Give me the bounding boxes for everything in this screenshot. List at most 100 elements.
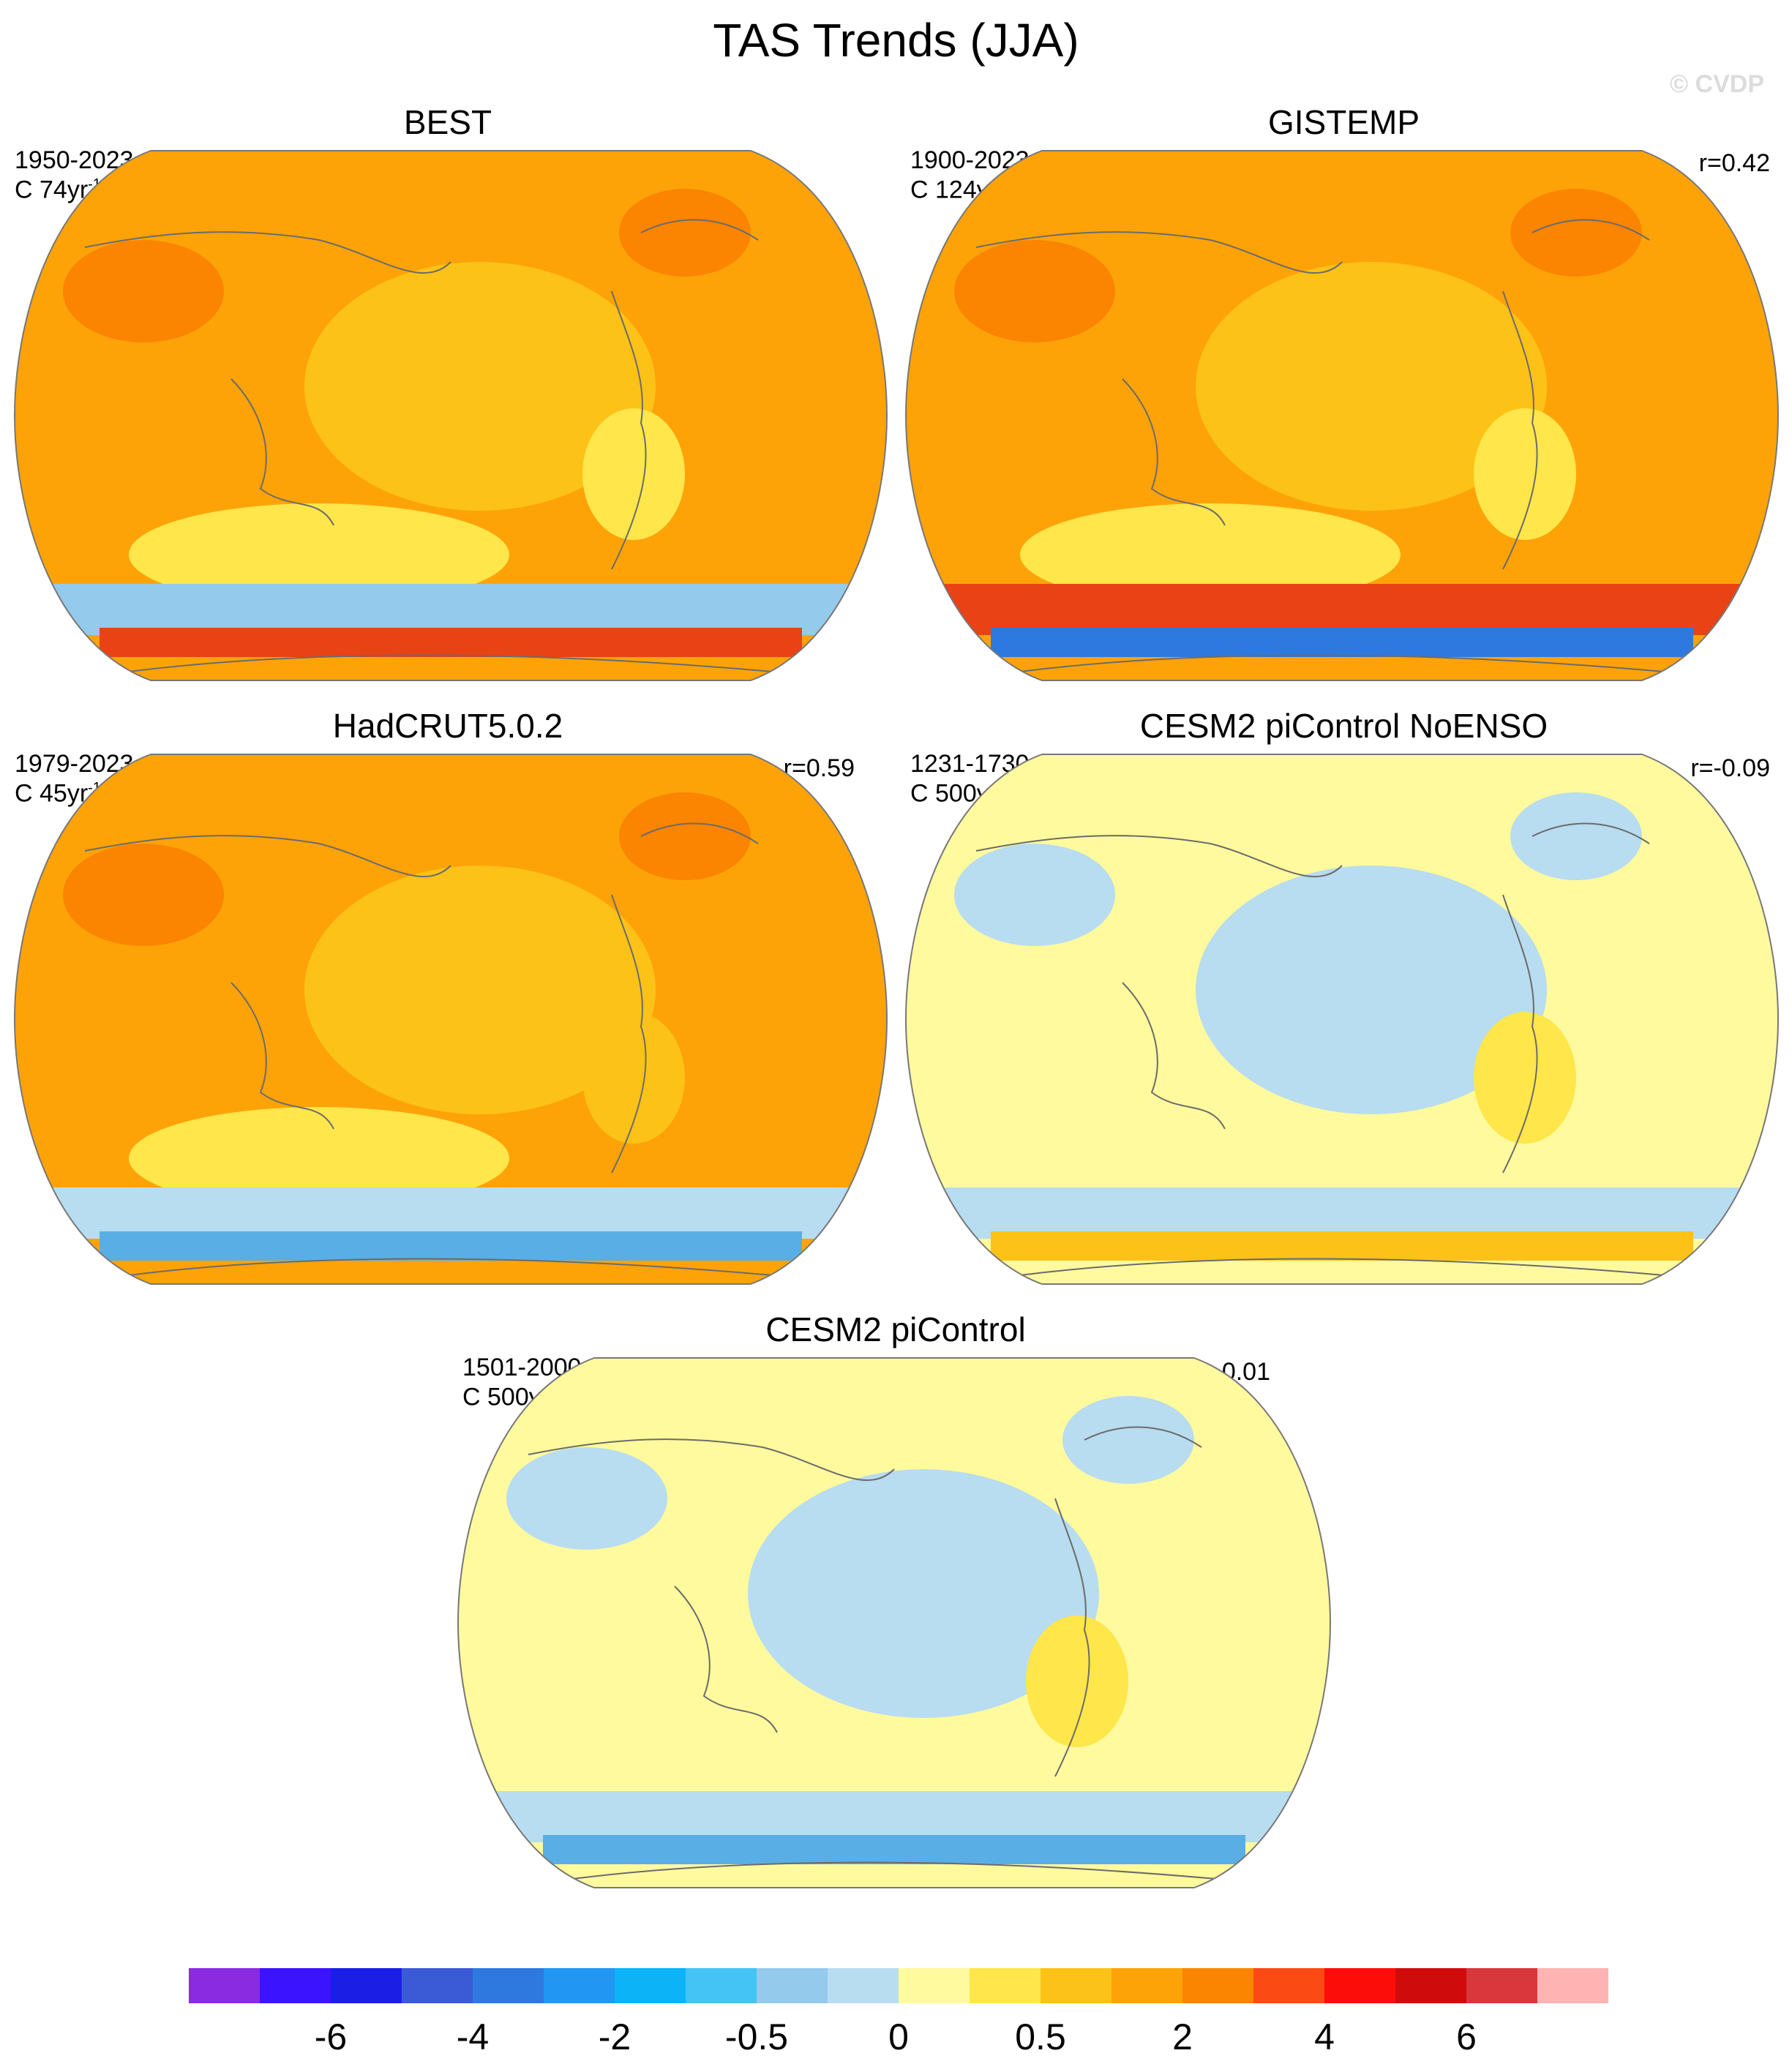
colorbar-swatch (1253, 1968, 1324, 2003)
panel-title: CESM2 piControl NoENSO (1139, 707, 1548, 745)
colorbar-swatch (473, 1968, 544, 2003)
pacific-region (1196, 866, 1547, 1114)
colorbar-tick-label: -4 (456, 2016, 490, 2057)
north-atlantic-region (1062, 1396, 1194, 1484)
colorbar-swatch (331, 1968, 402, 2003)
southern-band (906, 584, 1778, 635)
colorbar-swatch (1041, 1968, 1111, 2003)
coastline (84, 835, 451, 878)
period-label: 1979-2023 (15, 750, 134, 778)
panel-best: BEST 1950-2023 C 74yr-1 (0, 102, 896, 688)
coastline (640, 822, 759, 844)
colorbar-swatch (544, 1968, 615, 2003)
coastline (975, 835, 1343, 878)
southern-ocean-band (1020, 503, 1401, 606)
coastline (611, 290, 647, 570)
antarctic-band (991, 1231, 1693, 1261)
colorbar-swatch (1111, 1968, 1182, 2003)
map-field (458, 1358, 1330, 1888)
panel-title: CESM2 piControl (765, 1310, 1026, 1348)
coastline (230, 982, 334, 1130)
map-outline (904, 150, 1780, 681)
coastline (1122, 378, 1226, 526)
north-atlantic-region (619, 189, 751, 277)
coastline (1532, 219, 1650, 241)
colorbar-tick-label: -2 (598, 2016, 631, 2057)
eurasia-region (63, 844, 224, 946)
southern-ocean-band (1020, 1107, 1401, 1209)
antarctic-band (991, 628, 1693, 657)
coastline (1084, 1426, 1202, 1448)
pacific-region (304, 262, 656, 511)
coastline (674, 1585, 778, 1733)
panel-gistemp: GISTEMP 1900-2023 C 124yr-1 r=0.42 (896, 102, 1792, 688)
map-outline (13, 754, 888, 1285)
eurasia-region (954, 844, 1115, 946)
coastline (128, 654, 773, 672)
map-noenso (904, 754, 1780, 1285)
figure-title: TAS Trends (JJA) (713, 14, 1079, 67)
north-atlantic-region (619, 792, 751, 880)
colorbar-swatch (828, 1968, 899, 2003)
eurasia-region (954, 240, 1115, 342)
south-america-region (1474, 408, 1576, 540)
colorbar-swatch (1324, 1968, 1395, 2003)
antarctic-band (100, 1231, 802, 1261)
coastline (571, 1861, 1217, 1880)
north-atlantic-region (1510, 189, 1642, 277)
antarctic-band (543, 1835, 1245, 1864)
southern-band (458, 1791, 1330, 1842)
southern-band (906, 1187, 1778, 1239)
trend-unit-label: C 74yr-1 (15, 176, 101, 204)
colorbar-tick-label: -6 (314, 2016, 348, 2057)
coastline (1019, 1258, 1665, 1276)
colorbar (189, 1968, 1608, 2003)
coastline (611, 894, 647, 1174)
colorbar-swatch (757, 1968, 828, 2003)
eurasia-region (63, 240, 224, 342)
colorbar-tick-label: 2 (1172, 2016, 1193, 2057)
coastline (1019, 654, 1665, 672)
correlation-label: r=-0.09 (1690, 754, 1770, 782)
colorbar-swatch (686, 1968, 757, 2003)
colorbar-swatch (1466, 1968, 1537, 2003)
map-gistemp (904, 150, 1780, 681)
southern-band (15, 1187, 887, 1239)
coastline (230, 378, 334, 526)
watermark: © CVDP (1670, 70, 1764, 98)
map-field (906, 754, 1778, 1284)
colorbar-swatch (1182, 1968, 1253, 2003)
colorbar-tick-label: 0.5 (1015, 2016, 1066, 2057)
coastline (528, 1438, 895, 1482)
colorbar-swatch (615, 1968, 686, 2003)
southern-ocean-band (129, 1107, 509, 1209)
pacific-region (1196, 262, 1547, 511)
pacific-region (748, 1469, 1099, 1718)
coastline (1502, 894, 1538, 1174)
eurasia-region (506, 1447, 667, 1550)
map-field (906, 151, 1778, 680)
panel-picontrol: CESM2 piControl 1501-2000 C 500yr-1 r=-0… (448, 1310, 1343, 1902)
colorbar-swatch (1537, 1968, 1608, 2003)
southern-ocean-band (129, 503, 509, 606)
panel-noenso: CESM2 piControl NoENSO 1231-1730 C 500yr… (896, 706, 1792, 1291)
coastline (1054, 1498, 1090, 1777)
coastline (640, 219, 759, 241)
pacific-region (304, 866, 656, 1114)
map-field (15, 151, 887, 680)
colorbar-swatch (1395, 1968, 1466, 2003)
coastline (975, 231, 1343, 274)
panel-hadcrut: HadCRUT5.0.2 1979-2023 C 45yr-1 r=0.59 (0, 706, 896, 1291)
map-best (13, 150, 888, 681)
map-hadcrut (13, 754, 888, 1285)
panel-title: GISTEMP (1267, 103, 1420, 141)
north-atlantic-region (1510, 792, 1642, 880)
coastline (1122, 982, 1226, 1130)
period-label: 1950-2023 (15, 146, 134, 174)
south-america-region (1474, 1012, 1576, 1144)
colorbar-tick-label: -0.5 (724, 2016, 789, 2057)
panel-title: BEST (403, 103, 492, 141)
map-outline (904, 754, 1780, 1285)
map-field (15, 754, 887, 1284)
colorbar-tick-label: 4 (1314, 2016, 1335, 2057)
